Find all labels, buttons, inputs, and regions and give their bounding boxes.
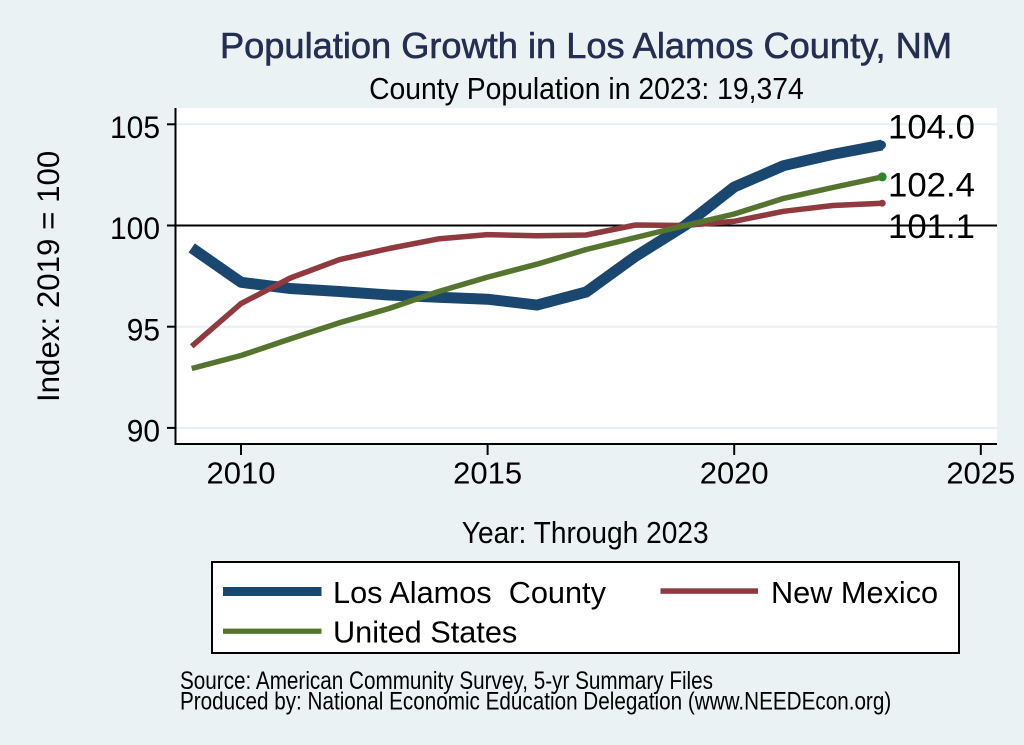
svg-text:2015: 2015 <box>453 456 522 491</box>
svg-text:2025: 2025 <box>946 456 1015 491</box>
svg-text:101.1: 101.1 <box>888 208 975 246</box>
svg-text:Source: American Community Sur: Source: American Community Survey, 5-yr … <box>180 667 713 695</box>
svg-text:Population Growth in Los Alamo: Population Growth in Los Alamos County, … <box>220 25 952 66</box>
svg-text:Index: 2019 = 100: Index: 2019 = 100 <box>30 151 66 402</box>
svg-text:102.4: 102.4 <box>888 166 975 204</box>
svg-text:2010: 2010 <box>207 456 276 491</box>
svg-text:100: 100 <box>110 210 160 246</box>
svg-text:Produced by: National Economic: Produced by: National Economic Education… <box>180 688 891 716</box>
svg-text:105: 105 <box>110 109 160 145</box>
svg-text:New Mexico: New Mexico <box>771 575 938 610</box>
svg-text:104.0: 104.0 <box>888 108 975 146</box>
svg-text:2020: 2020 <box>700 456 769 491</box>
svg-text:Los Alamos County: Los Alamos County <box>333 575 607 610</box>
svg-text:County Population in 2023: 19,: County Population in 2023: 19,374 <box>369 71 804 106</box>
svg-text:Year: Through 2023: Year: Through 2023 <box>462 515 709 550</box>
svg-text:90: 90 <box>127 413 160 449</box>
svg-text:United States: United States <box>333 614 517 649</box>
svg-text:95: 95 <box>127 311 160 347</box>
